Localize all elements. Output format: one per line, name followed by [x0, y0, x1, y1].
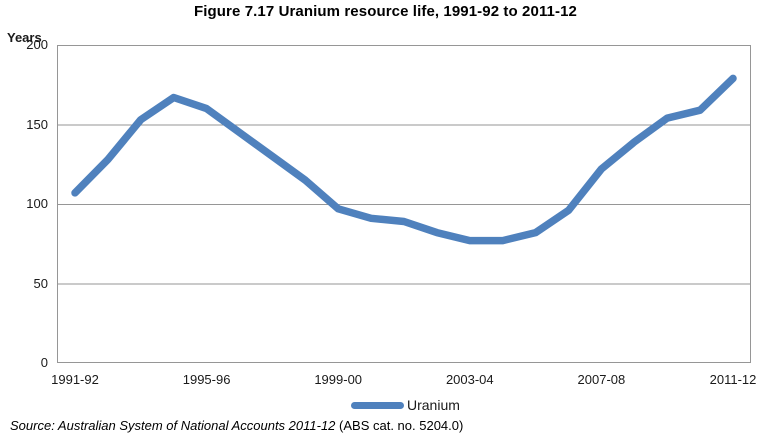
x-tick-label: 1995-96 — [182, 372, 231, 387]
plot-border — [57, 45, 751, 363]
y-tick-label: 100 — [26, 196, 48, 211]
y-tick-label: 0 — [40, 355, 48, 370]
source-note-catalog: (ABS cat. no. 5204.0) — [335, 418, 464, 433]
x-tick-label: 2007-08 — [577, 372, 626, 387]
legend: Uranium — [351, 397, 460, 413]
y-axis-title: Years — [7, 30, 42, 45]
uranium-series-line — [71, 74, 737, 245]
x-tick-label: 2011-12 — [709, 372, 757, 387]
y-tick-label: 200 — [26, 37, 48, 52]
legend-label: Uranium — [407, 397, 460, 413]
plot-area — [57, 45, 751, 363]
x-tick-label: 1991-92 — [51, 372, 99, 387]
y-tick-label: 150 — [26, 116, 48, 132]
source-note: Source: Australian System of National Ac… — [10, 418, 463, 433]
source-note-italic: Source: Australian System of National Ac… — [10, 418, 336, 433]
x-tick-label: 2003-04 — [445, 372, 494, 387]
legend-line-swatch — [351, 401, 404, 409]
chart-title: Figure 7.17 Uranium resource life, 1991-… — [194, 3, 577, 20]
uranium-line-chart — [57, 45, 751, 363]
x-tick-label: 1999-00 — [314, 372, 363, 387]
y-tick-label: 50 — [33, 275, 48, 291]
